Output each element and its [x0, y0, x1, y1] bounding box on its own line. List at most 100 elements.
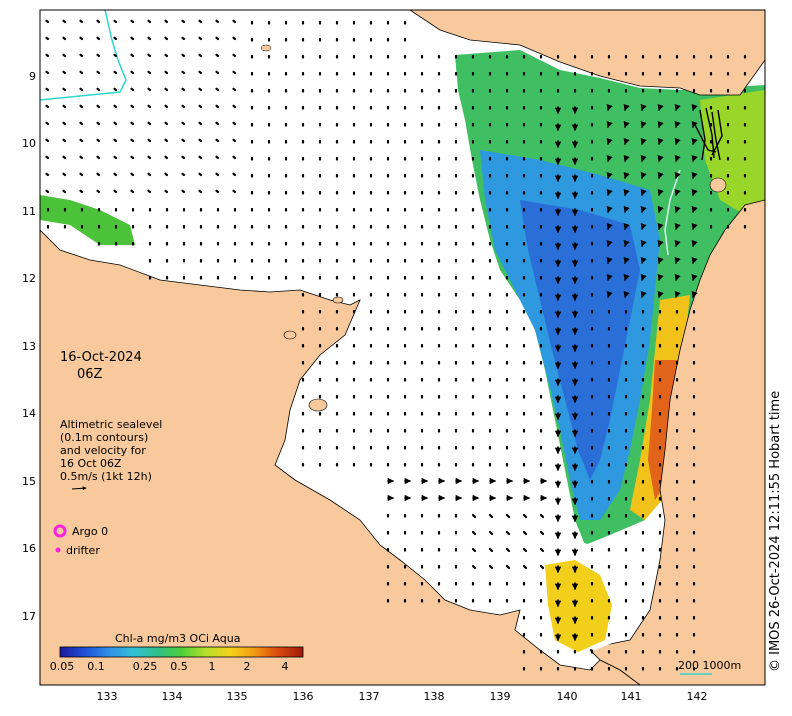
velocity-arrow: [232, 87, 237, 92]
velocity-arrow: [96, 121, 101, 126]
velocity-arrow: [147, 155, 152, 160]
velocity-arrow: [232, 138, 237, 143]
velocity-arrow: [505, 564, 511, 570]
velocity-arrow: [79, 138, 84, 143]
velocity-arrow: [130, 36, 135, 41]
lat-tick: 11: [22, 205, 36, 218]
lat-tick: 17: [22, 610, 36, 623]
lon-tick: 142: [686, 690, 708, 703]
velocity-arrow: [488, 564, 494, 570]
legend-line-5: 0.5m/s (1kt 12h): [60, 470, 152, 483]
velocity-arrow: [45, 104, 50, 109]
drifter-icon: [55, 547, 61, 553]
velocity-arrow: [96, 36, 101, 41]
velocity-arrow: [640, 120, 647, 129]
velocity-arrow: [674, 120, 681, 129]
velocity-arrow: [45, 87, 50, 92]
velocity-arrow: [215, 189, 220, 194]
velocity-arrow: [113, 155, 118, 160]
velocity-arrow: [147, 189, 152, 194]
velocity-arrow: [181, 172, 186, 177]
colorbar-tick: 0.5: [170, 660, 188, 673]
lon-tick: 141: [620, 690, 642, 703]
velocity-arrow: [691, 205, 698, 214]
velocity-arrow: [232, 19, 237, 24]
velocity-arrow: [113, 53, 118, 58]
lon-tick: 137: [358, 690, 380, 703]
velocity-arrow: [232, 70, 237, 75]
velocity-arrow: [640, 154, 647, 163]
colorbar-tick: 4: [281, 660, 289, 673]
velocity-arrow: [181, 189, 186, 194]
velocity-arrow: [640, 103, 647, 112]
velocity-arrow: [232, 172, 237, 177]
velocity-arrow: [606, 120, 613, 129]
velocity-arrow: [674, 273, 681, 282]
velocity-vectors: [45, 19, 747, 671]
velocity-arrow: [181, 87, 186, 92]
velocity-arrow: [674, 205, 681, 214]
velocity-arrow: [96, 87, 101, 92]
velocity-arrow: [198, 138, 203, 143]
velocity-arrow: [181, 70, 186, 75]
velocity-arrow: [62, 189, 67, 194]
velocity-arrow: [539, 513, 545, 519]
velocity-arrow: [215, 155, 220, 160]
lon-tick: 135: [226, 690, 248, 703]
velocity-arrow: [62, 138, 67, 143]
velocity-arrow: [640, 239, 647, 248]
velocity-arrow: [130, 53, 135, 58]
velocity-arrow: [45, 121, 50, 126]
velocity-arrow: [606, 188, 613, 197]
velocity-arrow: [79, 36, 84, 41]
velocity-arrow: [79, 87, 84, 92]
velocity-arrow: [181, 53, 186, 58]
velocity-arrow: [691, 171, 698, 180]
velocity-arrow: [640, 256, 647, 265]
velocity-arrow: [657, 137, 664, 146]
velocity-arrow: [674, 137, 681, 146]
velocity-arrow: [215, 172, 220, 177]
map-time: 06Z: [77, 367, 103, 382]
velocity-arrow: [96, 138, 101, 143]
lat-tick: 16: [22, 542, 36, 555]
velocity-arrow: [147, 87, 152, 92]
velocity-arrow: [79, 19, 84, 24]
velocity-arrow: [96, 172, 101, 177]
velocity-arrow: [691, 290, 698, 299]
velocity-arrow: [640, 171, 647, 180]
legend-line-3: and velocity for: [60, 444, 146, 457]
lat-tick: 12: [22, 272, 36, 285]
velocity-arrow: [45, 70, 50, 75]
velocity-arrow: [522, 547, 528, 553]
lat-tick: 10: [22, 137, 36, 150]
velocity-arrow: [691, 154, 698, 163]
velocity-arrow: [147, 172, 152, 177]
velocity-arrow: [181, 138, 186, 143]
velocity-arrow: [657, 188, 664, 197]
sealevel-contour-light: [664, 169, 681, 256]
velocity-arrow: [505, 513, 511, 519]
velocity-arrow: [657, 239, 664, 248]
velocity-arrow: [79, 53, 84, 58]
velocity-arrow: [539, 564, 545, 570]
colorbar-tick: 0.1: [87, 660, 105, 673]
velocity-arrow: [130, 155, 135, 160]
velocity-arrow: [674, 290, 681, 299]
velocity-arrow: [164, 121, 169, 126]
velocity-arrow: [505, 547, 511, 553]
velocity-arrow: [471, 530, 477, 536]
velocity-arrow: [691, 273, 698, 282]
velocity-arrow: [147, 53, 152, 58]
velocity-arrow: [640, 137, 647, 146]
velocity-arrow: [232, 189, 237, 194]
velocity-arrow: [657, 120, 664, 129]
velocity-arrow: [215, 121, 220, 126]
velocity-arrow: [130, 138, 135, 143]
velocity-arrow: [691, 256, 698, 265]
velocity-arrow: [181, 104, 186, 109]
colorbar: [59, 646, 304, 658]
velocity-arrow: [471, 547, 477, 553]
velocity-arrow: [674, 222, 681, 231]
velocity-arrow: [691, 137, 698, 146]
